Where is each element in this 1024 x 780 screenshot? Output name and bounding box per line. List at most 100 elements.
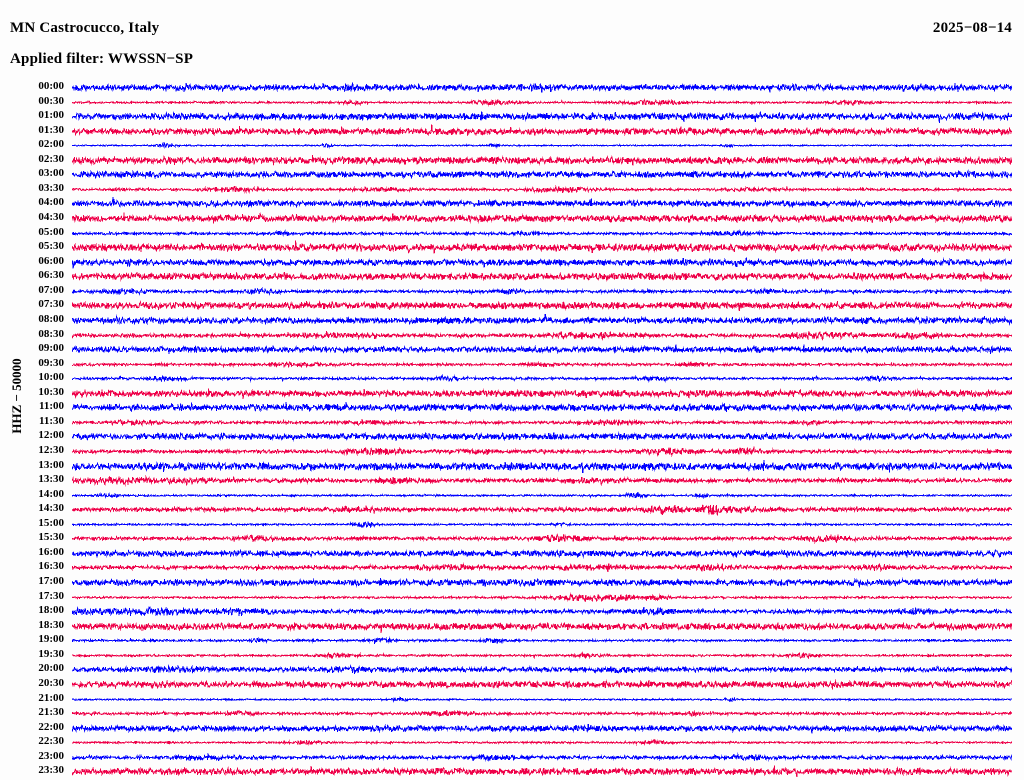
trace-row: 19:30 [0,648,1024,663]
time-tick-label: 21:30 [38,706,64,719]
waveform-trace [72,560,1012,575]
waveform-trace [72,284,1012,299]
waveform-trace [72,764,1012,779]
time-tick-label: 04:00 [38,196,64,209]
trace-row: 09:30 [0,357,1024,372]
waveform-trace [72,444,1012,459]
trace-row: 10:30 [0,386,1024,401]
waveform-trace [72,95,1012,110]
applied-filter-label: Applied filter: WWSSN−SP [10,51,194,67]
time-tick-label: 11:00 [38,400,64,413]
trace-row: 06:00 [0,255,1024,270]
trace-row: 07:30 [0,298,1024,313]
time-tick-label: 15:30 [38,531,64,544]
trace-row: 06:30 [0,269,1024,284]
trace-row: 17:30 [0,590,1024,605]
trace-row: 15:00 [0,517,1024,532]
trace-row: 02:30 [0,153,1024,168]
waveform-trace [72,750,1012,765]
time-tick-label: 13:30 [38,473,64,486]
waveform-trace [72,502,1012,517]
time-tick-label: 19:30 [38,647,64,660]
waveform-trace [72,590,1012,605]
time-tick-label: 00:30 [38,94,64,107]
waveform-trace [72,153,1012,168]
trace-row: 12:00 [0,429,1024,444]
trace-row: 17:00 [0,575,1024,590]
time-tick-label: 20:00 [38,662,64,675]
trace-row: 16:30 [0,560,1024,575]
waveform-trace [72,517,1012,532]
waveform-trace [72,575,1012,590]
time-tick-label: 19:00 [38,633,64,646]
waveform-trace [72,109,1012,124]
time-tick-label: 10:00 [38,371,64,384]
trace-row: 14:00 [0,488,1024,503]
trace-row: 22:00 [0,721,1024,736]
trace-row: 23:30 [0,764,1024,779]
time-tick-label: 22:30 [38,735,64,748]
waveform-trace [72,313,1012,328]
waveform-trace [72,357,1012,372]
time-tick-label: 14:00 [38,487,64,500]
trace-row: 08:30 [0,328,1024,343]
waveform-trace [72,648,1012,663]
waveform-trace [72,429,1012,444]
trace-row: 21:00 [0,692,1024,707]
time-tick-label: 23:00 [38,749,64,762]
time-tick-label: 20:30 [38,676,64,689]
time-tick-label: 05:30 [38,240,64,253]
waveform-trace [72,240,1012,255]
time-tick-label: 23:30 [38,764,64,777]
trace-row: 05:00 [0,226,1024,241]
trace-row: 16:00 [0,546,1024,561]
waveform-trace [72,677,1012,692]
time-tick-label: 07:00 [38,283,64,296]
trace-row: 04:30 [0,211,1024,226]
trace-row: 00:30 [0,95,1024,110]
waveform-trace [72,531,1012,546]
waveform-trace [72,269,1012,284]
time-tick-label: 09:30 [38,356,64,369]
time-tick-label: 18:30 [38,618,64,631]
time-tick-label: 17:30 [38,589,64,602]
time-tick-label: 16:30 [38,560,64,573]
waveform-trace [72,211,1012,226]
time-tick-label: 06:00 [38,254,64,267]
trace-row: 23:00 [0,750,1024,765]
trace-row: 13:00 [0,459,1024,474]
waveform-trace [72,298,1012,313]
trace-row: 18:30 [0,619,1024,634]
time-tick-label: 12:00 [38,429,64,442]
trace-row: 01:30 [0,124,1024,139]
waveform-trace [72,459,1012,474]
trace-row: 11:30 [0,415,1024,430]
waveform-trace [72,721,1012,736]
waveform-trace [72,633,1012,648]
trace-row: 09:00 [0,342,1024,357]
waveform-trace [72,604,1012,619]
trace-row: 12:30 [0,444,1024,459]
trace-row: 20:30 [0,677,1024,692]
trace-row: 21:30 [0,706,1024,721]
waveform-trace [72,735,1012,750]
trace-row: 03:30 [0,182,1024,197]
time-tick-label: 22:00 [38,720,64,733]
time-tick-label: 06:30 [38,269,64,282]
trace-row: 18:00 [0,604,1024,619]
time-tick-label: 08:00 [38,312,64,325]
time-tick-label: 16:00 [38,545,64,558]
waveform-trace [72,662,1012,677]
time-tick-label: 02:00 [38,138,64,151]
waveform-trace [72,371,1012,386]
waveform-trace [72,415,1012,430]
waveform-trace [72,138,1012,153]
waveform-trace [72,124,1012,139]
waveform-trace [72,692,1012,707]
trace-row: 07:00 [0,284,1024,299]
time-tick-label: 12:30 [38,444,64,456]
record-date: 2025−08−14 [932,20,1012,36]
trace-row: 05:30 [0,240,1024,255]
waveform-trace [72,226,1012,241]
